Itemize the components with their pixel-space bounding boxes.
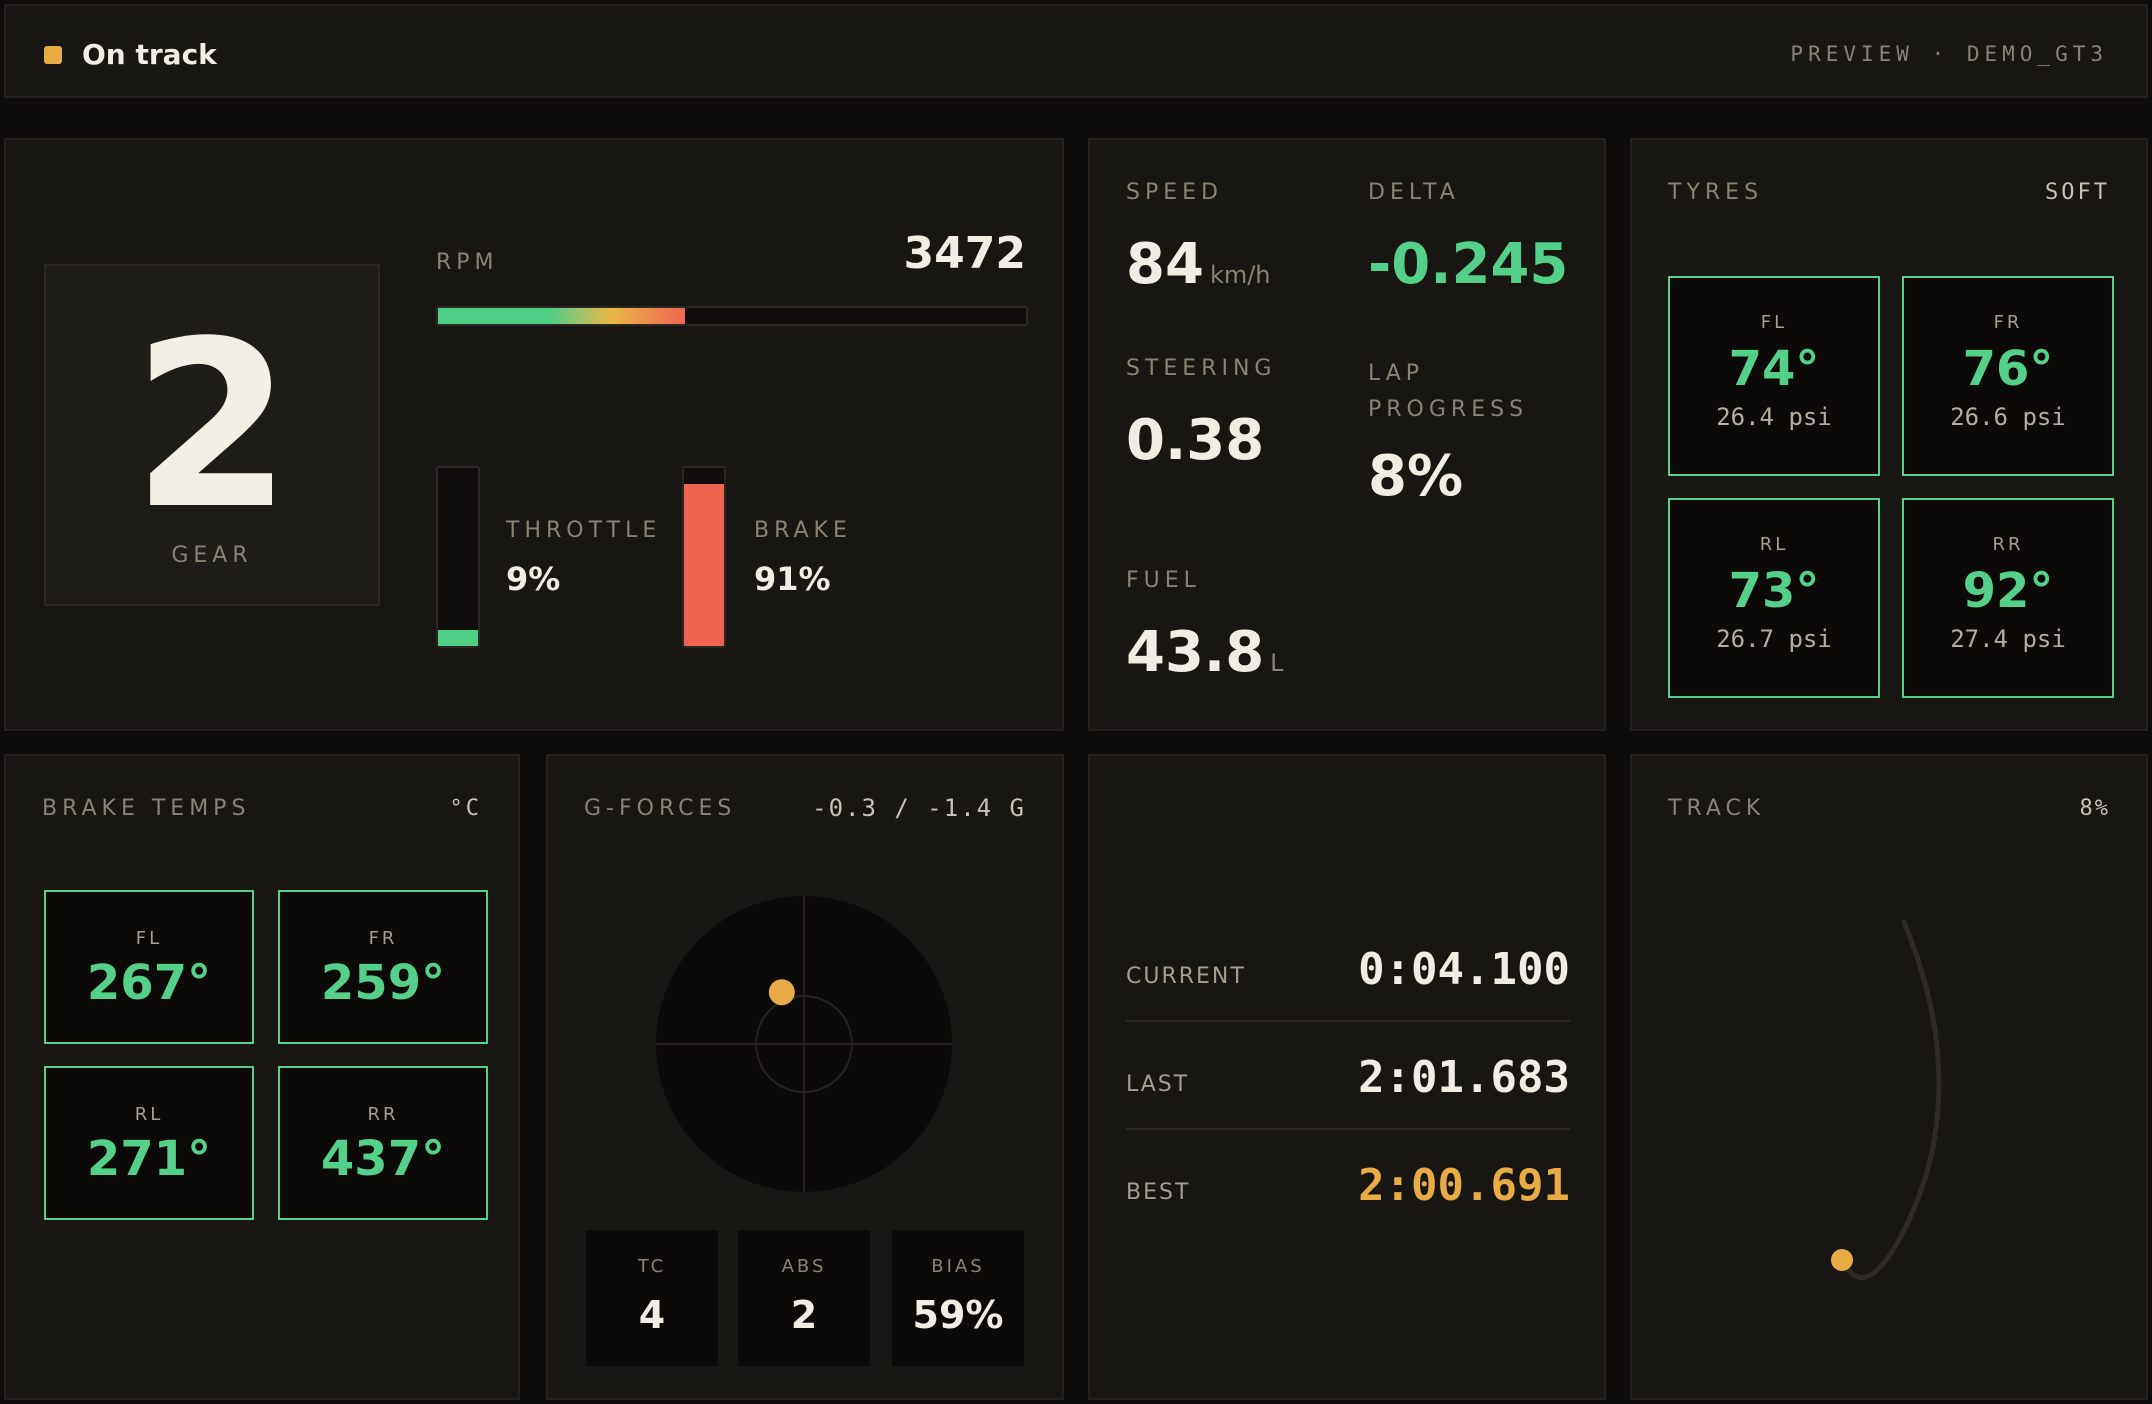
tyre-temp: 73° (1728, 563, 1820, 619)
tyre-compound: SOFT (2045, 180, 2110, 205)
tyre-position: FL (1760, 312, 1788, 333)
status-indicator-icon (44, 46, 62, 64)
lap-progress-label: LAP PROGRESS (1368, 361, 1529, 422)
drive-panel: 2 GEAR RPM 3472 THROTTLE 9% BRAKE 91% (4, 138, 1064, 731)
lap-best-label: BEST (1126, 1180, 1191, 1205)
brake-temp: 259° (320, 955, 446, 1011)
brake-position: RR (367, 1104, 399, 1125)
tyre-pressure: 26.7 psi (1716, 625, 1832, 653)
throttle-bar (436, 466, 480, 648)
tyre-position: FR (1993, 312, 2023, 333)
tyre-temp: 74° (1728, 341, 1820, 397)
track-panel: TRACK 8% (1630, 754, 2148, 1400)
assist-value: 2 (790, 1293, 818, 1337)
brake-fl: FL 267° (44, 890, 254, 1044)
tyre-temp: 92° (1962, 563, 2054, 619)
lap-last-time: 2:01.683 (1358, 1052, 1570, 1103)
g-forces-panel: G-FORCES -0.3 / -1.4 G TC 4 ABS 2 BIAS 5… (546, 754, 1064, 1400)
lap-row-last: LAST 2:01.683 (1126, 1022, 1570, 1130)
brake-temps-title: BRAKE TEMPS (42, 796, 251, 821)
g-force-circle (656, 896, 952, 1192)
lap-row-best: BEST 2:00.691 (1126, 1130, 1570, 1238)
gear-label: GEAR (171, 543, 253, 568)
tyre-pressure: 27.4 psi (1950, 625, 2066, 653)
track-map (1831, 919, 1942, 1280)
tyre-pressure: 26.6 psi (1950, 403, 2066, 431)
tyre-fr: FR 76° 26.6 psi (1902, 276, 2114, 476)
lap-best-time: 2:00.691 (1358, 1160, 1570, 1211)
brake-value: 91% (754, 560, 831, 598)
brake-bar-fill (684, 484, 724, 646)
lap-current-label: CURRENT (1126, 964, 1246, 989)
rpm-value: 3472 (903, 228, 1026, 279)
lap-row-current: CURRENT 0:04.100 (1126, 914, 1570, 1022)
tyre-pressure: 26.4 psi (1716, 403, 1832, 431)
rpm-label: RPM (436, 250, 499, 275)
track-car-marker (1831, 1249, 1853, 1271)
tyre-rr: RR 92° 27.4 psi (1902, 498, 2114, 698)
brake-rr: RR 437° (278, 1066, 488, 1220)
speed-label: SPEED (1126, 180, 1223, 205)
assist-tc: TC 4 (586, 1230, 718, 1366)
fuel-unit: L (1270, 649, 1284, 677)
brake-position: FR (368, 928, 398, 949)
tyre-position: RL (1759, 534, 1789, 555)
steering-label: STEERING (1126, 356, 1277, 381)
steering-value: 0.38 (1126, 408, 1265, 473)
brake-temp: 437° (320, 1131, 446, 1187)
brake-temp: 267° (86, 955, 212, 1011)
tyre-position: RR (1992, 534, 2024, 555)
rpm-bar-fill (438, 308, 685, 324)
tyre-temp: 76° (1962, 341, 2054, 397)
status-text: On track (82, 38, 217, 71)
fuel-label: FUEL (1126, 568, 1201, 593)
speed-unit: km/h (1209, 261, 1271, 289)
g-forces-title: G-FORCES (584, 796, 737, 821)
delta-value: -0.245 (1368, 232, 1569, 297)
brake-fr: FR 259° (278, 890, 488, 1044)
delta-label: DELTA (1368, 180, 1460, 205)
track-title: TRACK (1668, 796, 1766, 821)
throttle-bar-fill (438, 629, 478, 646)
lap-progress-value: 8% (1368, 444, 1464, 509)
brake-temps-unit: °C (449, 796, 482, 821)
tyre-rl: RL 73° 26.7 psi (1668, 498, 1880, 698)
stats-panel: SPEED 84 km/h DELTA -0.245 STEERING 0.38 … (1088, 138, 1606, 731)
gear-display: 2 GEAR (44, 264, 380, 606)
brake-temps-panel: BRAKE TEMPS °C FL 267° FR 259° RL 271° R… (4, 754, 520, 1400)
brake-temp: 271° (86, 1131, 212, 1187)
assist-value: 59% (912, 1293, 1004, 1337)
gear-value: 2 (131, 293, 293, 560)
brake-position: FL (135, 928, 163, 949)
assist-label: ABS (781, 1256, 827, 1277)
throttle-label: THROTTLE (506, 518, 662, 543)
brake-position: RL (134, 1104, 164, 1125)
tyres-panel: TYRES SOFT FL 74° 26.4 psi FR 76° 26.6 p… (1630, 138, 2148, 731)
assist-label: BIAS (931, 1256, 985, 1277)
assist-bias: BIAS 59% (892, 1230, 1024, 1366)
lap-times-panel: CURRENT 0:04.100 LAST 2:01.683 BEST 2:00… (1088, 754, 1606, 1400)
track-progress: 8% (2079, 796, 2110, 821)
lap-current-time: 0:04.100 (1358, 944, 1570, 995)
g-force-marker (768, 979, 795, 1006)
brake-label: BRAKE (754, 518, 852, 543)
fuel-readout: 43.8 L (1126, 620, 1284, 685)
tyres-title: TYRES (1668, 180, 1764, 205)
assist-abs: ABS 2 (738, 1230, 870, 1366)
track-path (1839, 919, 1942, 1280)
throttle-value: 9% (506, 560, 561, 598)
speed-value: 84 (1126, 232, 1204, 297)
tyre-fl: FL 74° 26.4 psi (1668, 276, 1880, 476)
status-header: On track PREVIEW · DEMO_GT3 (4, 4, 2148, 98)
rpm-bar (436, 306, 1028, 326)
brake-rl: RL 271° (44, 1066, 254, 1220)
assist-label: TC (637, 1256, 667, 1277)
speed-readout: 84 km/h (1126, 232, 1271, 297)
fuel-value: 43.8 (1126, 620, 1265, 685)
brake-bar (682, 466, 726, 648)
assist-value: 4 (638, 1293, 666, 1337)
session-label: PREVIEW · DEMO_GT3 (1790, 42, 2108, 66)
g-forces-value: -0.3 / -1.4 G (812, 794, 1026, 822)
lap-last-label: LAST (1126, 1072, 1190, 1097)
